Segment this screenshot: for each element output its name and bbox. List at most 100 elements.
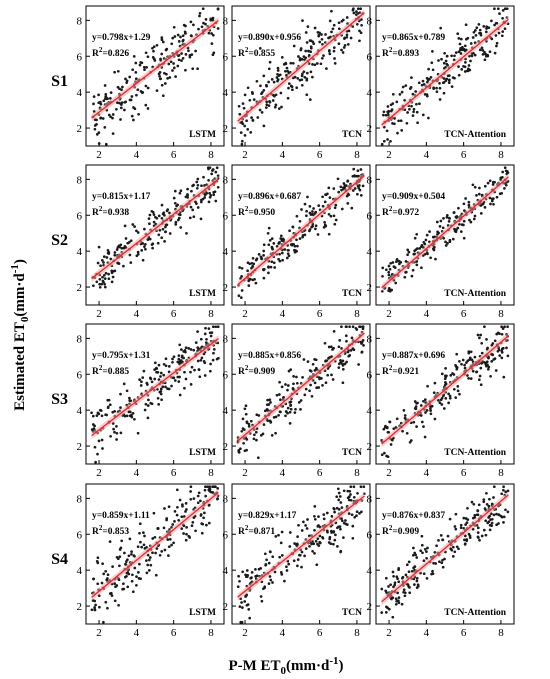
data-point xyxy=(431,235,435,239)
data-point xyxy=(202,516,205,520)
data-point xyxy=(452,387,456,391)
y-tick-label: 4 xyxy=(367,565,373,577)
data-point xyxy=(243,407,247,411)
data-point xyxy=(262,74,266,78)
data-point xyxy=(452,58,456,62)
data-point xyxy=(358,188,362,192)
data-point xyxy=(340,188,343,192)
data-point xyxy=(180,59,183,62)
data-point xyxy=(161,40,165,44)
data-point xyxy=(463,65,467,69)
data-point xyxy=(385,605,388,609)
fit-line xyxy=(237,332,365,442)
data-point xyxy=(412,546,415,550)
data-point xyxy=(156,241,160,245)
data-point xyxy=(328,19,332,23)
data-point xyxy=(332,330,336,333)
data-point xyxy=(163,507,166,510)
data-point xyxy=(505,346,508,350)
y-axis-label-sub: 0 xyxy=(19,316,31,322)
data-point xyxy=(266,398,269,402)
fit-line xyxy=(381,494,509,603)
data-point xyxy=(440,57,443,61)
data-point xyxy=(412,420,416,424)
data-point xyxy=(355,514,358,518)
data-point xyxy=(478,336,481,340)
r2-sup: 2 xyxy=(389,46,393,54)
data-point xyxy=(98,605,101,609)
data-point xyxy=(285,565,288,569)
data-point xyxy=(104,569,108,573)
data-point xyxy=(97,142,101,145)
r2-label: R2=0.921 xyxy=(382,364,419,377)
data-point xyxy=(432,391,436,395)
data-point xyxy=(352,11,356,15)
data-point xyxy=(345,523,349,526)
data-point xyxy=(480,351,484,355)
data-point xyxy=(308,39,312,42)
data-point xyxy=(144,84,148,88)
data-point xyxy=(324,359,327,363)
data-point xyxy=(493,180,496,184)
data-point xyxy=(444,240,447,244)
panel-s3-tcn-attention: 2 4 6 82468y=0.887x+0.696R2=0.921TCN-Attent… xyxy=(367,323,515,479)
data-point xyxy=(450,54,453,58)
data-point xyxy=(335,506,339,510)
y-tick-label: 4 xyxy=(223,565,229,577)
data-point xyxy=(241,427,245,430)
data-point xyxy=(146,86,150,90)
data-point xyxy=(323,200,327,204)
data-point xyxy=(490,19,493,23)
data-point xyxy=(487,365,491,369)
data-point xyxy=(286,252,290,256)
data-point xyxy=(442,61,446,65)
data-point xyxy=(176,505,179,509)
data-point xyxy=(119,406,122,409)
data-point xyxy=(402,409,406,412)
data-point xyxy=(343,362,347,366)
data-point xyxy=(243,449,247,453)
data-point xyxy=(95,118,98,122)
data-point xyxy=(350,336,354,340)
data-point xyxy=(488,179,492,183)
data-point xyxy=(340,207,344,211)
data-point xyxy=(408,586,411,589)
data-point xyxy=(396,131,399,135)
data-point xyxy=(349,493,352,496)
data-point xyxy=(325,511,329,515)
data-point xyxy=(95,414,99,417)
data-point xyxy=(459,230,463,233)
data-point xyxy=(445,54,449,58)
data-point xyxy=(211,485,214,489)
y-tick-label: 2 xyxy=(77,601,83,613)
data-point xyxy=(450,548,454,552)
data-point xyxy=(204,341,208,344)
data-point xyxy=(136,88,140,92)
data-point xyxy=(427,67,430,71)
data-point xyxy=(289,243,293,246)
data-point xyxy=(467,351,471,355)
data-point xyxy=(401,429,404,433)
data-point xyxy=(337,366,341,369)
data-point xyxy=(165,72,168,76)
data-point xyxy=(119,243,123,247)
data-point xyxy=(500,191,504,195)
data-point xyxy=(248,616,252,620)
data-point xyxy=(160,36,164,39)
data-point xyxy=(236,585,240,589)
data-point xyxy=(180,52,183,55)
data-point xyxy=(104,93,108,96)
data-point xyxy=(415,263,419,267)
data-point xyxy=(199,337,203,341)
data-point xyxy=(274,431,277,435)
data-point xyxy=(482,498,486,501)
data-point xyxy=(340,48,343,52)
data-point xyxy=(194,529,197,533)
r2-label: R2=0.950 xyxy=(238,205,275,218)
data-point xyxy=(438,225,442,228)
data-point xyxy=(506,354,510,358)
data-point xyxy=(313,514,316,518)
data-point xyxy=(167,545,171,549)
y-tick-label: 4 xyxy=(367,87,373,99)
